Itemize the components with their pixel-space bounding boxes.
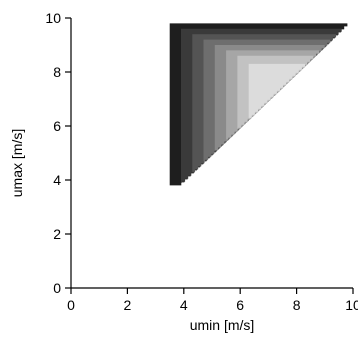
x-tick-label: 0 [67,297,75,313]
x-tick-label: 6 [236,297,244,313]
y-tick-label: 4 [53,172,61,188]
x-tick-label: 2 [124,297,132,313]
y-tick-label: 10 [45,10,61,26]
axes [70,18,353,289]
x-tick-label: 8 [293,297,301,313]
x-tick-label: 10 [345,297,358,313]
y-tick-label: 0 [53,280,61,296]
y-tick-label: 2 [53,226,61,242]
ticks: 0 2 4 6 8 10 0 2 4 6 8 10 [45,10,358,313]
x-axis-title: umin [m/s] [190,317,255,333]
heatmap-level-8 [248,63,306,118]
y-tick-label: 8 [53,64,61,80]
y-tick-label: 6 [53,118,61,134]
x-tick-label: 4 [180,297,188,313]
y-axis-title: umax [m/s] [9,129,25,197]
heatmap-levels [169,23,348,186]
